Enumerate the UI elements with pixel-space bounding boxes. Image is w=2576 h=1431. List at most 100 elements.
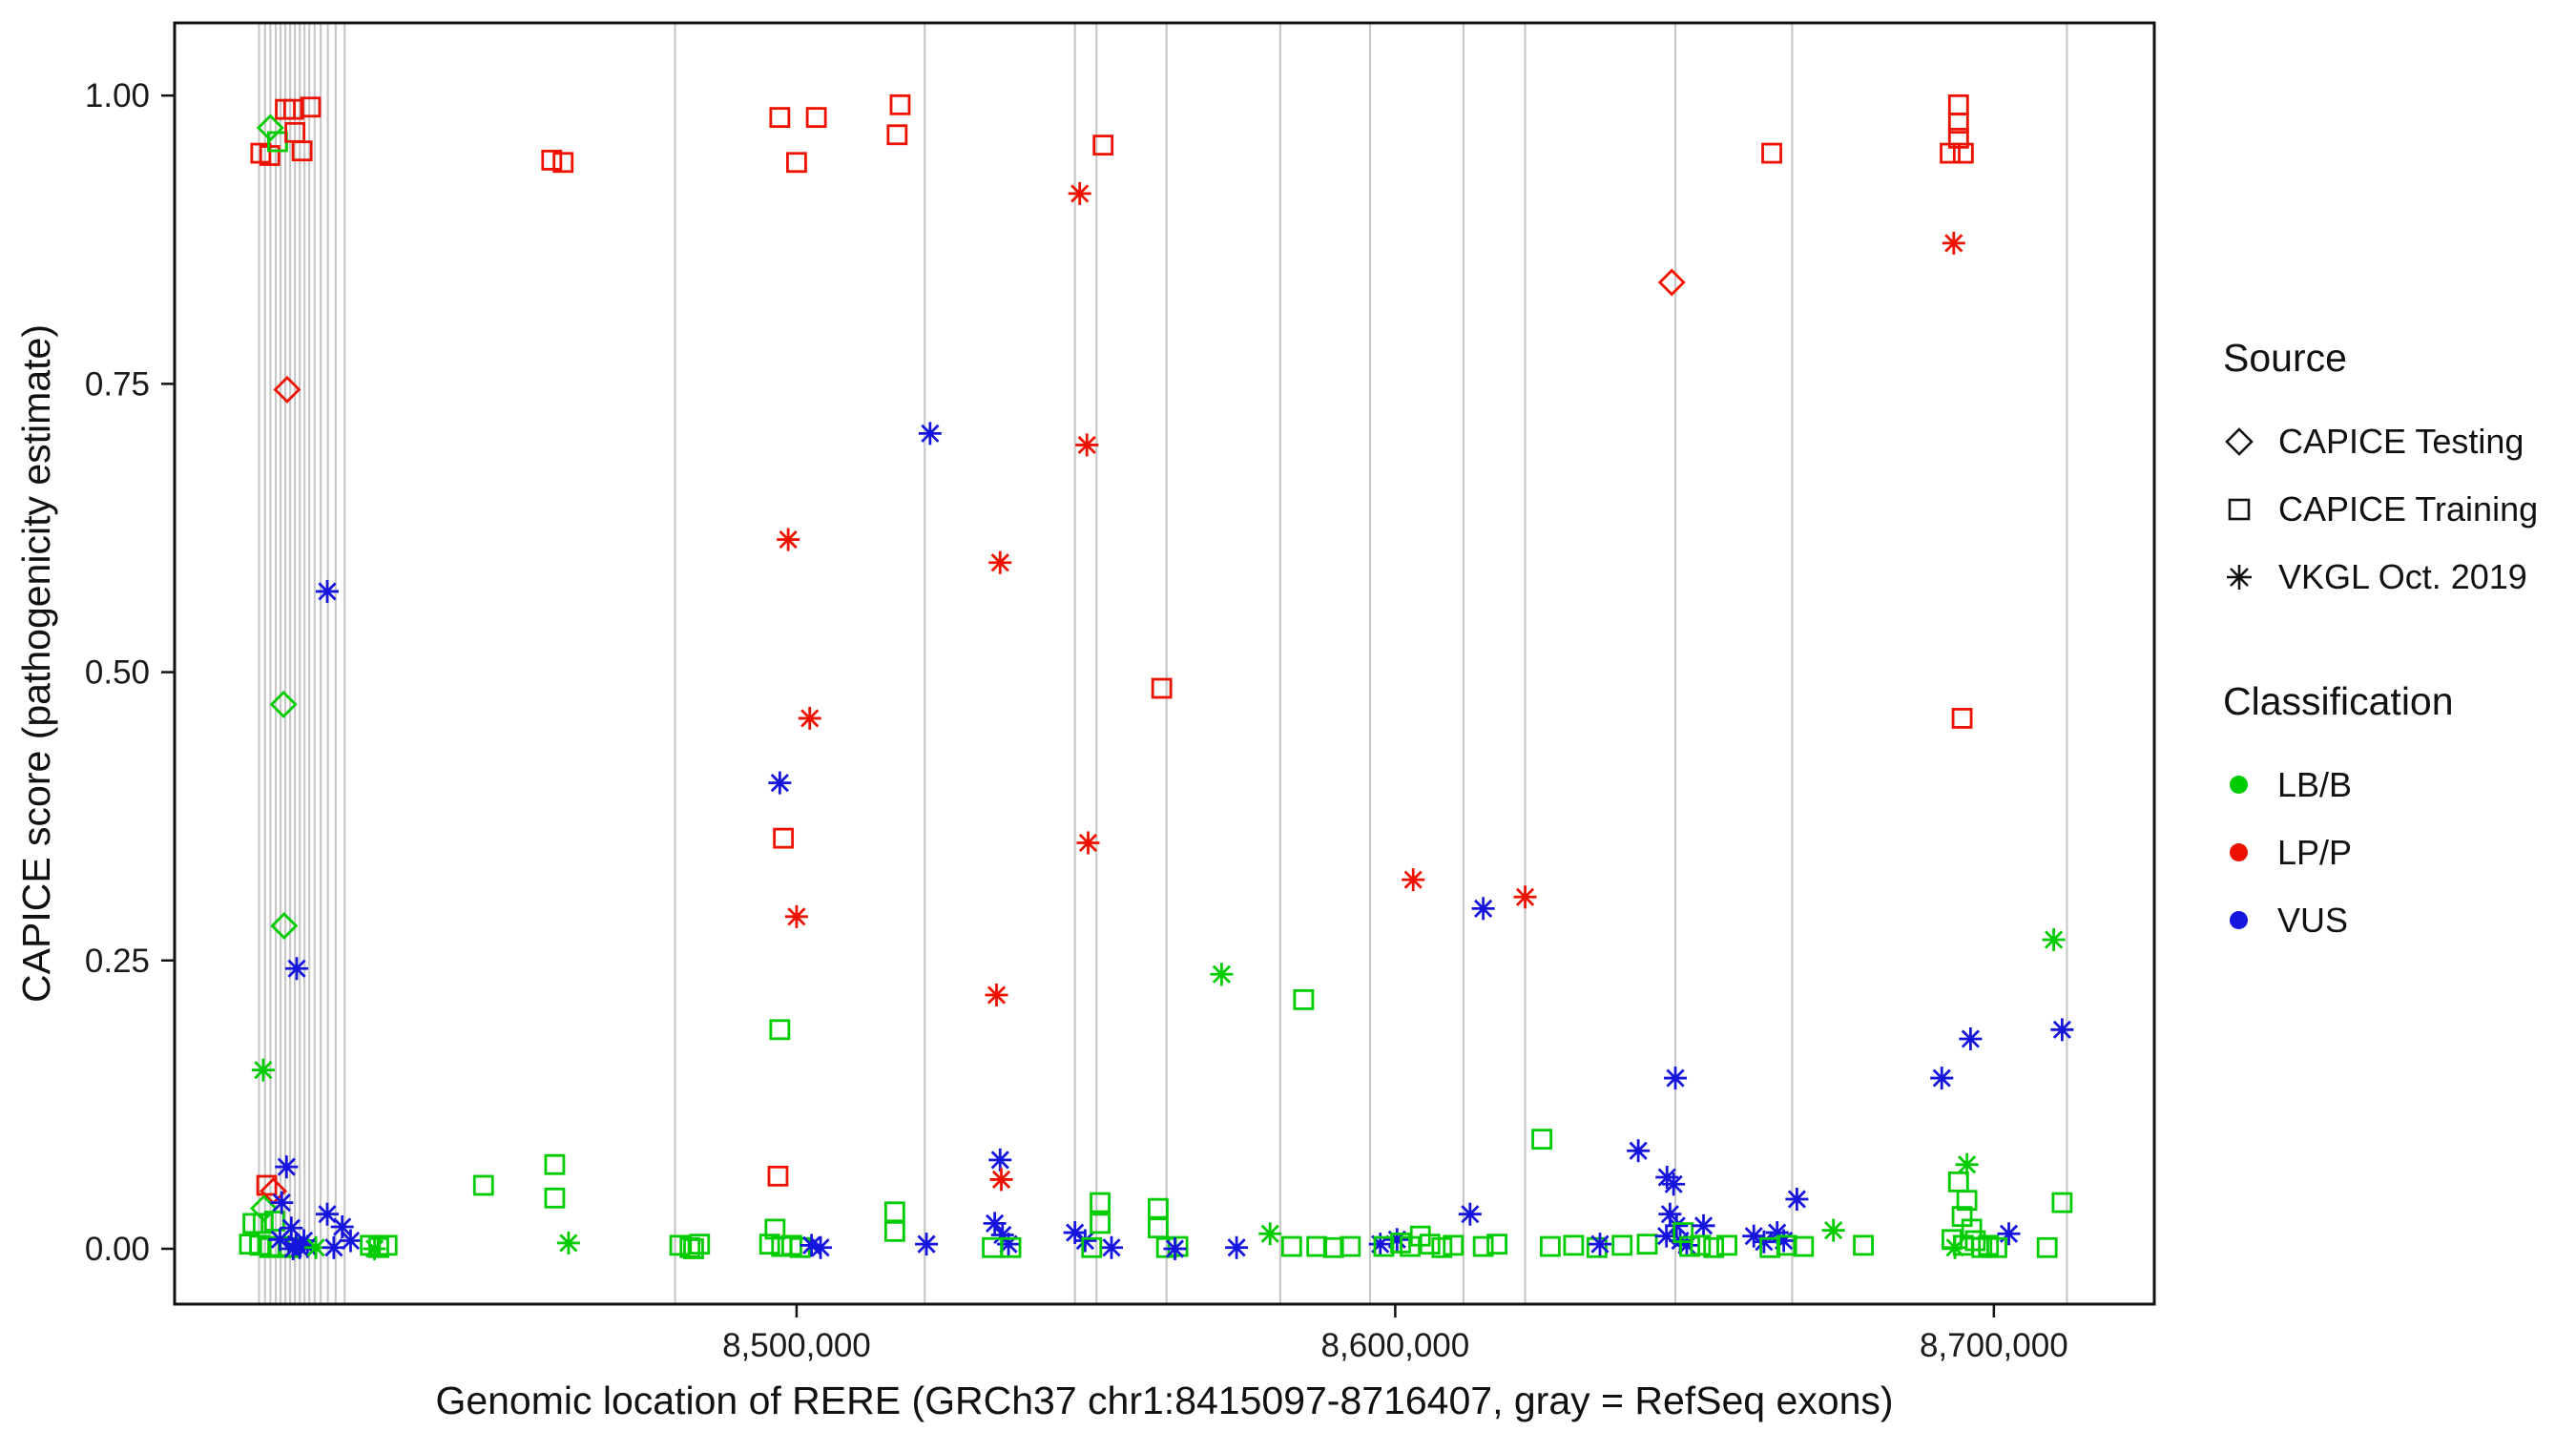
- data-point: [472, 1174, 494, 1196]
- y-tick-label: 0.50: [85, 654, 150, 692]
- data-point: [552, 152, 574, 174]
- data-point: [769, 1019, 791, 1041]
- diamond-icon: [2225, 426, 2254, 456]
- data-point: [773, 827, 795, 849]
- plot-panel: [175, 23, 2154, 1304]
- data-point: [1458, 1202, 1482, 1226]
- red-dot-icon: [2230, 843, 2248, 861]
- data-point: [285, 957, 309, 981]
- data-point: [1665, 1213, 1689, 1237]
- data-point: [1151, 677, 1173, 699]
- data-point: [683, 1238, 704, 1259]
- data-point: [989, 1168, 1013, 1192]
- data-point: [1986, 1236, 2007, 1258]
- data-point: [1793, 1235, 1815, 1257]
- data-point: [1952, 142, 1974, 164]
- data-point: [275, 1155, 299, 1179]
- data-point: [1225, 1235, 1249, 1259]
- data-point: [2050, 1018, 2074, 1042]
- data-point: [1679, 1235, 1700, 1257]
- data-point: [809, 1235, 833, 1259]
- data-point: [1090, 1213, 1111, 1234]
- data-point: [316, 579, 340, 603]
- legend-item-capice-testing: CAPICE Testing: [2223, 407, 2538, 475]
- data-point: [1959, 1027, 1983, 1050]
- data-point: [1419, 1234, 1441, 1255]
- data-point: [1772, 1229, 1796, 1253]
- legend-item-label: VUS: [2277, 900, 2349, 940]
- data-point: [1930, 1067, 1954, 1090]
- data-point: [1588, 1233, 1611, 1256]
- data-point: [1703, 1236, 1725, 1258]
- y-tick-label: 1.00: [85, 77, 150, 114]
- data-point: [1943, 1235, 1967, 1259]
- data-point: [1662, 1172, 1686, 1196]
- data-point: [798, 706, 821, 730]
- x-axis: 8,500,000 8,600,000 8,700,000 Genomic locat…: [435, 1304, 2068, 1422]
- legend-item-label: LP/P: [2277, 832, 2353, 872]
- data-point: [1486, 1234, 1507, 1255]
- data-point: [1716, 1234, 1737, 1256]
- data-point: [1322, 1236, 1344, 1258]
- data-point: [915, 1233, 939, 1256]
- refseq-exon-lines: [258, 23, 2068, 1304]
- data-point: [1692, 1213, 1715, 1237]
- data-point: [256, 114, 284, 142]
- legend-item-vus: VUS: [2223, 886, 2454, 954]
- data-point: [1947, 113, 1969, 135]
- x-axis-title: Genomic location of RERE (GRCh37 chr1:84…: [435, 1379, 1893, 1422]
- data-point: [1940, 142, 1961, 164]
- legend-item-lpp: LP/P: [2223, 819, 2454, 886]
- data-point: [2042, 928, 2066, 952]
- data-point: [251, 1058, 275, 1082]
- data-point: [805, 107, 827, 129]
- data-point: [1785, 1187, 1809, 1211]
- data-point: [269, 690, 298, 718]
- data-point: [1955, 1152, 1979, 1176]
- data-point: [689, 1234, 711, 1255]
- data-point: [1964, 1230, 1986, 1252]
- data-point: [1148, 1197, 1169, 1219]
- data-point: [1068, 181, 1091, 205]
- y-tick-label: 0.25: [85, 943, 150, 980]
- legend-source: Source CAPICE Testing CAPICE Training: [2223, 336, 2538, 611]
- data-point: [1402, 868, 1425, 892]
- legend-item-vkgl: VKGL Oct. 2019: [2223, 543, 2538, 611]
- data-point: [758, 1234, 780, 1255]
- data-point: [883, 1201, 905, 1223]
- blue-dot-icon: [2230, 911, 2248, 929]
- data-point: [1513, 885, 1537, 909]
- data-point: [1258, 1222, 1282, 1246]
- data-point: [544, 1153, 566, 1175]
- legend-item-capice-training: CAPICE Training: [2223, 475, 2538, 543]
- data-point: [1373, 1235, 1395, 1257]
- data-point: [786, 152, 807, 174]
- data-point: [1306, 1235, 1328, 1257]
- legend-item-label: LB/B: [2277, 764, 2353, 804]
- data-point: [1090, 1192, 1111, 1213]
- data-point: [1951, 708, 1973, 729]
- data-point: [1076, 831, 1100, 855]
- legend-item-lbb: LB/B: [2223, 751, 2454, 819]
- data-point: [1664, 1067, 1688, 1090]
- data-point: [769, 107, 791, 129]
- data-point: [1942, 231, 1965, 255]
- y-axis: 0.00 0.25 0.50 0.75 1.00 CAPICE score (pathog…: [14, 77, 175, 1268]
- data-point: [316, 1202, 340, 1226]
- data-point: [544, 1187, 566, 1209]
- data-point: [1073, 1229, 1097, 1253]
- data-point: [256, 1174, 278, 1196]
- legend-classification-title: Classification: [2223, 679, 2454, 723]
- data-point: [291, 140, 313, 162]
- data-point: [541, 149, 563, 171]
- data-point: [1099, 1235, 1123, 1259]
- data-point: [1148, 1217, 1169, 1239]
- data-point: [1776, 1234, 1797, 1256]
- data-point: [1340, 1235, 1361, 1257]
- data-point: [1627, 1139, 1651, 1163]
- data-point: [252, 1213, 274, 1234]
- data-point: [889, 93, 911, 115]
- data-point: [1167, 1235, 1189, 1257]
- data-point: [1471, 897, 1495, 921]
